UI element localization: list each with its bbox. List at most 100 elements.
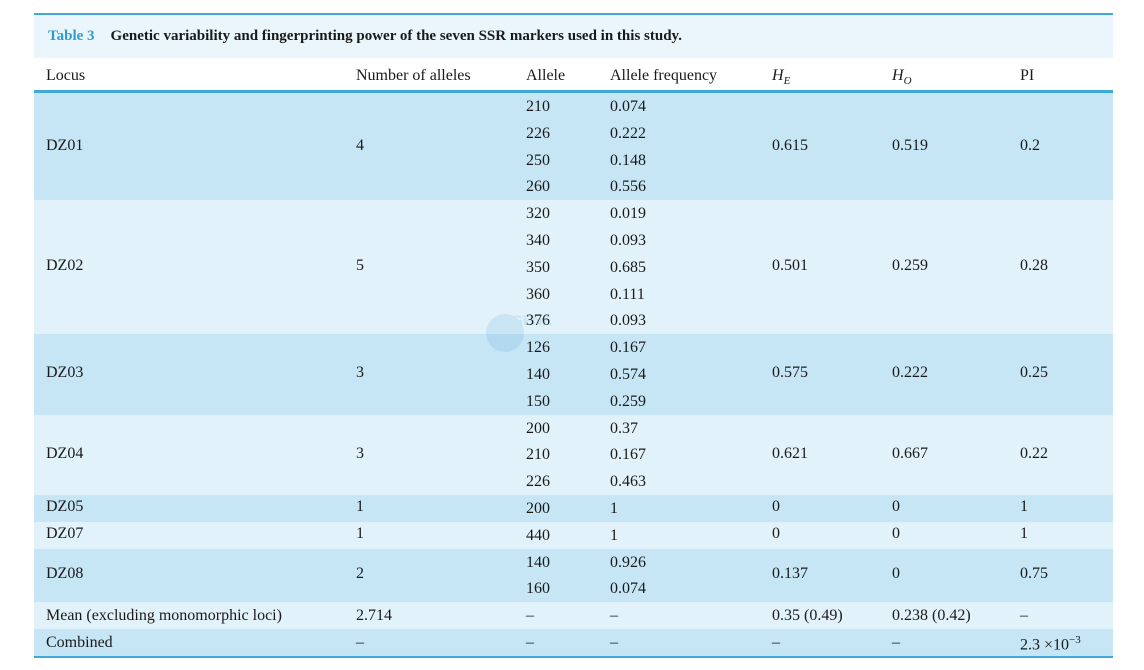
observed-heterozygosity: 0.667 [892,444,928,462]
probability-of-identity: 0.75 [1020,565,1048,583]
allele-frequency: 0.074 [610,98,646,115]
allele-row: 226 0.463 [34,468,1113,495]
header-ho: HO [892,67,912,87]
allele-row: 210 0.074 [34,93,1113,120]
allele-row: 140 0.926 [34,549,1113,576]
header-pi: PI [1020,67,1035,84]
allele-size: 320 [526,205,550,223]
locus-group: 140 0.926 160 0.074 DZ08 2 0.137 0 0.75 [34,548,1113,603]
header-he: HE [772,67,790,87]
locus-group: 440 1 DZ07 1 0 0 1 [34,521,1113,549]
expected-heterozygosity: 0.137 [772,565,808,583]
allele-frequency: 0.259 [610,392,646,410]
allele-size: 150 [526,392,550,410]
allele-size: 226 [526,124,550,142]
expected-heterozygosity: 0.615 [772,136,808,154]
observed-heterozygosity: 0.222 [892,364,928,382]
top-rule [34,13,1113,15]
allele-row: 440 1 [34,522,1113,549]
probability-of-identity: 1 [1020,498,1028,516]
allele-row: 126 0.167 [34,334,1113,361]
header-he-sub: E [783,75,791,88]
table-figure: Table 3 Genetic variability and fingerpr… [34,13,1113,658]
observed-heterozygosity: 0 [892,525,900,543]
watermark-logo: GENE [486,310,566,360]
mean-allele: – [526,607,534,625]
number-of-alleles: 1 [356,525,364,543]
combined-n: – [356,633,364,651]
mean-pi: – [1020,607,1028,625]
locus-name: DZ02 [46,257,84,275]
header-number-of-alleles: Number of alleles [356,67,471,84]
allele-row: 260 0.556 [34,173,1113,200]
allele-row: 160 0.074 [34,575,1113,602]
combined-he: – [772,633,780,651]
allele-row: 210 0.167 [34,441,1113,468]
expected-heterozygosity: 0.621 [772,444,808,462]
header-ho-sub: O [903,75,912,88]
allele-frequency: 0.148 [610,151,646,169]
locus-name: DZ04 [46,444,84,462]
allele-size: 160 [526,580,550,598]
allele-frequency: 0.167 [610,339,646,357]
locus-group: 126 0.167 140 0.574 150 0.259 DZ03 3 0.575 0.222 0… [34,334,1113,415]
allele-frequency: 0.019 [610,205,646,223]
observed-heterozygosity: 0.519 [892,136,928,154]
header-he-main: H [772,67,784,84]
allele-size: 376 [526,312,550,330]
probability-of-identity: 0.22 [1020,444,1048,462]
locus-name: DZ01 [46,136,84,154]
mean-ho: 0.238 (0.42) [892,607,971,625]
header-rule [34,90,1113,93]
observed-heterozygosity: 0 [892,498,900,516]
allele-row: 200 1 [34,495,1113,522]
allele-size: 440 [526,526,550,544]
allele-row: 140 0.574 [34,361,1113,388]
allele-frequency: 0.926 [610,553,646,571]
probability-of-identity: 0.2 [1020,136,1040,154]
allele-frequency: 1 [610,526,618,544]
expected-heterozygosity: 0 [772,525,780,543]
allele-size: 200 [526,499,550,517]
caption-label: Table 3 [48,28,95,44]
mean-locus: Mean (excluding monomorphic loci) [46,607,282,625]
number-of-alleles: 3 [356,444,364,462]
observed-heterozygosity: 0 [892,565,900,583]
combined-pi-exp: −3 [1069,633,1081,646]
allele-row: 340 0.093 [34,227,1113,254]
locus-group: 210 0.074 226 0.222 250 0.148 260 0.556 DZ01 4 0.6… [34,93,1113,201]
locus-name: DZ03 [46,364,84,382]
combined-locus: Combined [46,633,113,651]
allele-row: 376 0.093 [34,307,1113,334]
mean-n: 2.714 [356,607,392,625]
allele-row: 360 0.111 [34,281,1113,308]
combined-pi: 2.3 ×10−3 [1020,634,1081,654]
locus-name: DZ07 [46,525,84,543]
allele-row: 226 0.222 [34,120,1113,147]
allele-frequency: 0.111 [610,285,645,303]
probability-of-identity: 0.25 [1020,364,1048,382]
allele-row: 350 0.685 [34,254,1113,281]
allele-size: 126 [526,339,550,357]
allele-row: 320 0.019 [34,200,1113,227]
mean-freq: – [610,607,618,625]
allele-size: 260 [526,178,550,196]
probability-of-identity: 1 [1020,525,1028,543]
allele-size: 340 [526,231,550,249]
table-header: Locus Number of alleles Allele Allele fr… [34,58,1113,90]
allele-frequency: 0.093 [610,231,646,249]
header-allele-frequency: Allele frequency [610,67,718,84]
locus-name: DZ08 [46,565,84,583]
number-of-alleles: 1 [356,498,364,516]
allele-row: 150 0.259 [34,388,1113,415]
allele-frequency: 0.37 [610,419,638,437]
observed-heterozygosity: 0.259 [892,257,928,275]
allele-size: 350 [526,258,550,276]
header-allele: Allele [526,67,566,84]
number-of-alleles: 3 [356,364,364,382]
combined-pi-base: 2.3 ×10 [1020,636,1070,654]
expected-heterozygosity: 0.575 [772,364,808,382]
allele-size: 200 [526,419,550,437]
allele-frequency: 0.574 [610,365,646,383]
allele-frequency: 0.222 [610,124,646,142]
